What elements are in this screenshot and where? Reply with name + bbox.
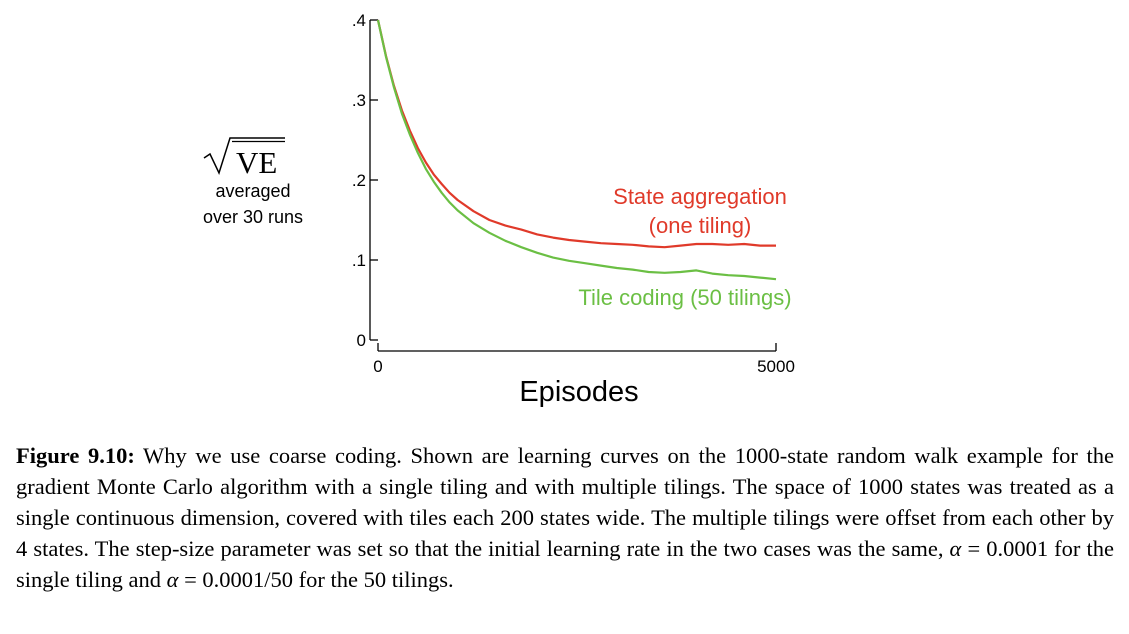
figure-caption: Figure 9.10: Why we use coarse coding. S… <box>16 440 1114 595</box>
series-labels: State aggregation (one tiling) Tile coding… <box>578 184 791 310</box>
sqrt-radical-symbol <box>203 137 285 176</box>
caption-label: Figure 9.10: <box>16 443 135 468</box>
series-line-1 <box>376 19 777 281</box>
series-label-0-line-0: State aggregation <box>613 184 787 209</box>
caption-alpha-1: α <box>949 536 962 561</box>
y-tick-label-0: 0 <box>357 331 366 350</box>
y-tick-label-3: .3 <box>352 91 366 110</box>
series-label-0-line-1: (one tiling) <box>649 213 752 238</box>
y-tick-label-1: .1 <box>352 251 366 270</box>
chart-series <box>376 19 777 281</box>
y-axis-label-math: VE <box>236 145 277 180</box>
caption-text-1: Why we use coarse coding. Shown are lear… <box>16 443 1114 561</box>
y-axis-label-line-1: averaged <box>215 181 290 201</box>
learning-curve-chart: 0.1.2.3.40 5000 VE averaged over 30 runs … <box>203 11 795 408</box>
y-axis-label: VE averaged over 30 runs <box>203 137 303 227</box>
x-tick-label-0: 0 <box>373 357 382 376</box>
y-tick-label-4: .4 <box>352 11 366 30</box>
chart-axes: 0 .1 .2 .3 .4 0 5000 <box>352 11 795 376</box>
x-tick-label-1: 5000 <box>757 357 795 376</box>
y-tick-label-2: .2 <box>352 171 366 190</box>
series-line-0 <box>376 19 776 249</box>
series-label-1-line-0: Tile coding (50 tilings) <box>578 285 791 310</box>
caption-eq-2: = 0.0001/50 for the 50 tilings. <box>178 567 454 592</box>
y-axis-label-line-2: over 30 runs <box>203 207 303 227</box>
caption-eq-1: = 0.0001 for the single tiling and <box>16 536 1114 592</box>
caption-alpha-2: α <box>166 567 179 592</box>
x-axis-label: Episodes <box>519 376 638 408</box>
